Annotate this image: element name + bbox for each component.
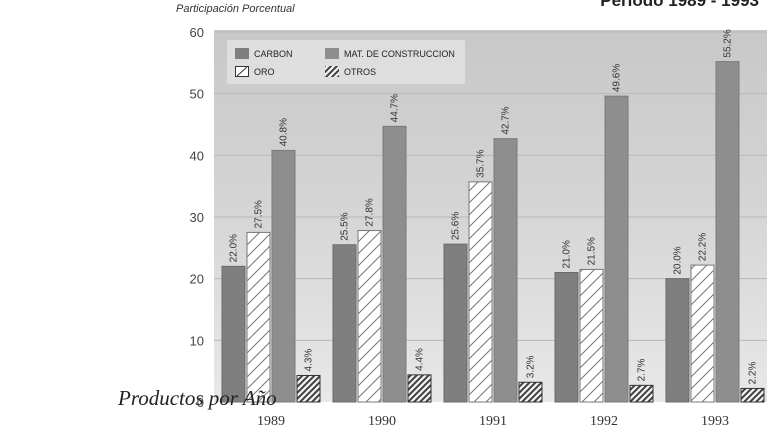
bar-otros	[740, 387, 765, 403]
legend-label-construccion: MAT. DE CONSTRUCCION	[344, 49, 455, 59]
legend-swatch-construccion	[325, 48, 339, 59]
bar-value-label: 44.7%	[390, 94, 401, 122]
legend-swatch-otros	[325, 66, 339, 77]
bar-oro	[579, 268, 604, 403]
bar-value-label: 21.0%	[562, 240, 573, 268]
bar-value-label: 49.6%	[612, 64, 623, 92]
bar-carbon	[554, 272, 579, 403]
bar-value-label: 40.8%	[279, 118, 290, 146]
x-tick-label: 1992	[590, 414, 618, 429]
y-tick-label: 20	[190, 272, 204, 287]
bars	[221, 61, 765, 403]
bar-construccion	[493, 138, 518, 403]
bar-value-label: 4.3%	[304, 349, 315, 372]
bar-labels: 22.0% 27.5% 40.8% 4.3% 25.5% 27.8% 44.7% 4.4% 25…	[229, 29, 759, 384]
bar-value-label: 55.2%	[723, 29, 734, 57]
legend-label-otros: OTROS	[344, 67, 377, 77]
bar-construccion	[715, 61, 740, 403]
bar-value-label: 22.2%	[698, 233, 709, 261]
bar-carbon	[665, 278, 690, 403]
legend-swatch-oro	[235, 66, 249, 77]
bar-carbon	[443, 243, 468, 403]
x-ticks: 1989 1990 1991 1992 1993	[257, 414, 729, 429]
bar-value-label: 22.0%	[229, 234, 240, 262]
y-tick-label: 40	[190, 148, 204, 163]
legend-label-carbon: CARBON	[254, 49, 293, 59]
bar-carbon	[221, 265, 246, 403]
y-tick-label: 0	[197, 395, 204, 410]
bar-oro	[246, 231, 271, 403]
y-ticks: 0 10 20 30 40 50 60	[190, 25, 204, 410]
bar-value-label: 21.5%	[587, 237, 598, 265]
y-tick-label: 60	[190, 25, 204, 40]
y-tick-label: 50	[190, 87, 204, 102]
bar-construccion	[604, 95, 629, 403]
x-tick-label: 1989	[257, 414, 285, 429]
legend: CARBON MAT. DE CONSTRUCCION ORO OTROS	[227, 40, 465, 84]
legend-swatch-carbon	[235, 48, 249, 59]
bar-oro	[468, 181, 493, 403]
bar-value-label: 25.6%	[451, 212, 462, 240]
bar-value-label: 2.7%	[637, 358, 648, 381]
side-label: Productos por Año	[118, 386, 277, 410]
y-axis-title: Participación Porcentual	[176, 3, 295, 15]
x-tick-label: 1993	[701, 414, 729, 429]
period-title: Periodo 1989 - 1993	[600, 0, 759, 10]
x-tick-label: 1991	[479, 414, 507, 429]
bar-construccion	[271, 149, 296, 403]
bar-oro	[357, 230, 382, 403]
y-tick-label: 10	[190, 333, 204, 348]
bar-otros	[518, 381, 543, 403]
bar-otros	[407, 374, 432, 403]
bar-construccion	[382, 125, 407, 403]
bar-value-label: 35.7%	[476, 149, 487, 177]
bar-value-label: 27.8%	[365, 198, 376, 226]
bar-otros	[629, 384, 654, 403]
y-tick-label: 30	[190, 210, 204, 225]
bar-value-label: 2.2%	[748, 362, 759, 385]
bar-value-label: 4.4%	[415, 348, 426, 371]
bar-value-label: 25.5%	[340, 212, 351, 240]
bar-value-label: 27.5%	[254, 200, 265, 228]
bar-value-label: 20.0%	[673, 246, 684, 274]
legend-label-oro: ORO	[254, 67, 275, 77]
bar-otros	[296, 374, 321, 403]
bar-carbon	[332, 244, 357, 403]
bar-value-label: 42.7%	[501, 106, 512, 134]
x-tick-label: 1990	[368, 414, 396, 429]
bar-value-label: 3.2%	[526, 355, 537, 378]
bar-oro	[690, 264, 715, 403]
